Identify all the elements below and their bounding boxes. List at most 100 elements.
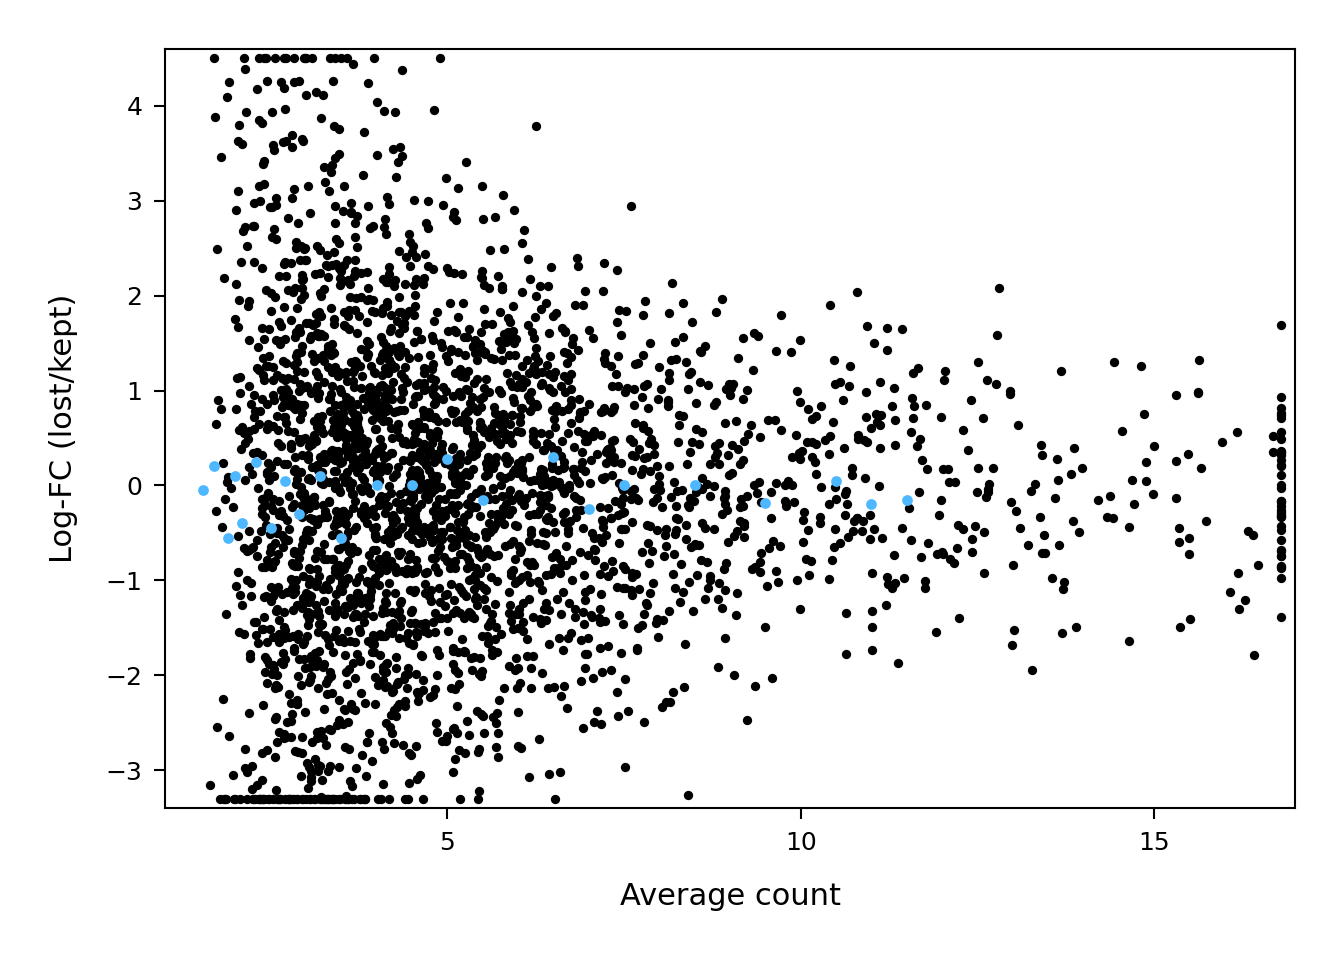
Point [583,541,605,557]
Point [478,547,500,563]
Point [582,330,603,346]
Point [333,399,355,415]
Point [977,372,999,388]
Point [441,497,462,513]
Point [388,243,410,258]
Point [269,314,290,329]
Point [288,668,309,684]
Point [500,468,521,484]
Point [481,506,503,521]
Point [282,399,304,415]
Point [536,525,558,540]
Point [1179,531,1200,546]
Point [216,474,238,490]
Point [513,222,535,237]
Point [233,626,254,641]
Point [591,534,613,549]
Point [323,316,344,331]
Point [340,354,362,370]
Point [227,564,249,579]
Point [488,334,509,349]
Point [276,387,297,402]
Point [396,791,418,806]
Point [332,454,353,469]
Point [294,252,316,267]
Point [409,465,430,480]
Point [444,752,465,767]
Point [378,575,399,590]
Point [328,409,349,424]
Point [1270,560,1292,575]
Point [251,447,273,463]
Point [323,412,344,427]
Point [792,443,813,458]
Point [843,523,864,539]
Point [659,305,680,321]
Point [417,220,438,235]
Point [379,345,401,360]
Point [226,371,247,386]
Point [265,711,286,727]
Point [591,404,613,420]
Point [649,483,671,498]
Point [356,516,378,531]
Point [320,444,341,459]
Point [317,183,339,199]
Point [519,591,540,607]
Point [448,384,469,399]
Point [761,511,782,526]
Point [907,438,929,453]
Point [394,276,415,292]
Point [290,344,312,359]
Point [718,447,739,463]
Point [247,480,269,495]
Point [317,258,339,274]
Point [488,382,509,397]
Point [394,403,415,419]
Point [534,443,555,458]
Point [267,435,289,450]
Point [301,459,323,474]
Point [625,415,646,430]
Point [575,592,597,608]
Point [206,719,227,734]
Point [267,725,289,740]
Point [1031,545,1052,561]
Point [249,362,270,377]
Point [253,350,274,366]
Point [442,439,464,454]
Point [707,660,728,675]
Point [425,715,446,731]
Point [926,546,948,562]
Point [331,51,352,66]
Point [689,374,711,390]
Point [390,367,411,382]
Point [426,451,448,467]
Point [399,234,421,250]
Point [234,760,255,776]
Point [340,590,362,606]
Point [770,307,792,323]
Point [579,475,601,491]
Point [915,581,937,596]
Point [257,421,278,437]
Point [421,534,442,549]
Point [337,570,359,586]
Point [675,532,696,547]
Point [298,617,320,633]
Point [427,543,449,559]
Point [415,455,437,470]
Point [551,434,573,449]
Point [1262,428,1284,444]
Point [677,574,699,589]
Point [332,410,353,425]
Point [597,443,618,458]
Point [516,632,538,647]
Point [371,439,392,454]
Point [367,472,388,488]
Point [542,384,563,399]
Point [754,619,775,635]
Point [454,522,476,538]
Point [321,74,343,89]
Point [345,396,367,412]
